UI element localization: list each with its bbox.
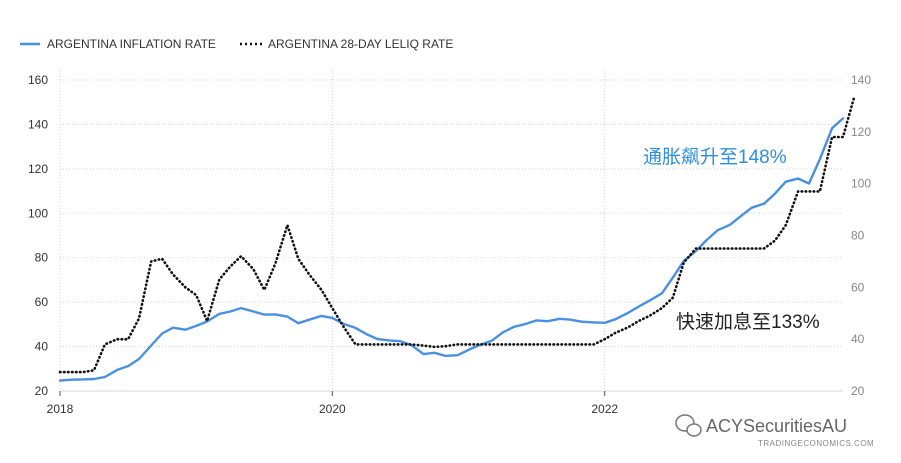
right-tick-label: 40 (851, 332, 865, 346)
right-tick-label: 120 (851, 125, 871, 139)
left-tick-label: 80 (35, 251, 49, 265)
left-tick-label: 120 (28, 162, 48, 176)
series-layer (58, 96, 856, 382)
right-tick-label: 80 (851, 229, 865, 243)
legend-inflation-label: ARGENTINA INFLATION RATE (47, 37, 216, 51)
right-tick-label: 60 (851, 280, 865, 294)
legend-leliq-label: ARGENTINA 28-DAY LELIQ RATE (268, 37, 453, 51)
x-tick-label: 2020 (319, 402, 346, 416)
series-inflation-line (58, 117, 845, 382)
watermark: ACYSecuritiesAU TRADINGECONOMICS.COM (675, 414, 874, 448)
right-axis: 20 40 60 80 100 120 140 (851, 73, 871, 398)
left-axis: 20 40 60 80 100 120 140 160 (28, 73, 48, 398)
annotation-inflation: 通胀飙升至148% (643, 146, 787, 168)
left-tick-label: 160 (28, 73, 48, 87)
series-leliq-line (58, 96, 856, 374)
x-tick-label: 2018 (47, 402, 74, 416)
wechat-icon (675, 414, 702, 437)
left-tick-label: 140 (28, 117, 48, 131)
left-tick-label: 20 (35, 384, 49, 398)
grid (59, 70, 843, 392)
x-tick-label: 2022 (591, 402, 618, 416)
annotation-rate: 快速加息至133% (676, 311, 820, 333)
legend: ARGENTINA INFLATION RATE ARGENTINA 28-DA… (20, 37, 453, 51)
right-tick-label: 20 (851, 384, 865, 398)
left-tick-label: 100 (28, 206, 48, 220)
x-axis: 2018 2020 2022 (47, 391, 618, 416)
left-tick-label: 40 (35, 340, 49, 354)
right-tick-label: 140 (851, 73, 871, 87)
right-tick-label: 100 (851, 177, 871, 191)
watermark-source: TRADINGECONOMICS.COM (758, 439, 874, 448)
watermark-brand: ACYSecuritiesAU (706, 416, 847, 436)
left-tick-label: 60 (35, 295, 49, 309)
